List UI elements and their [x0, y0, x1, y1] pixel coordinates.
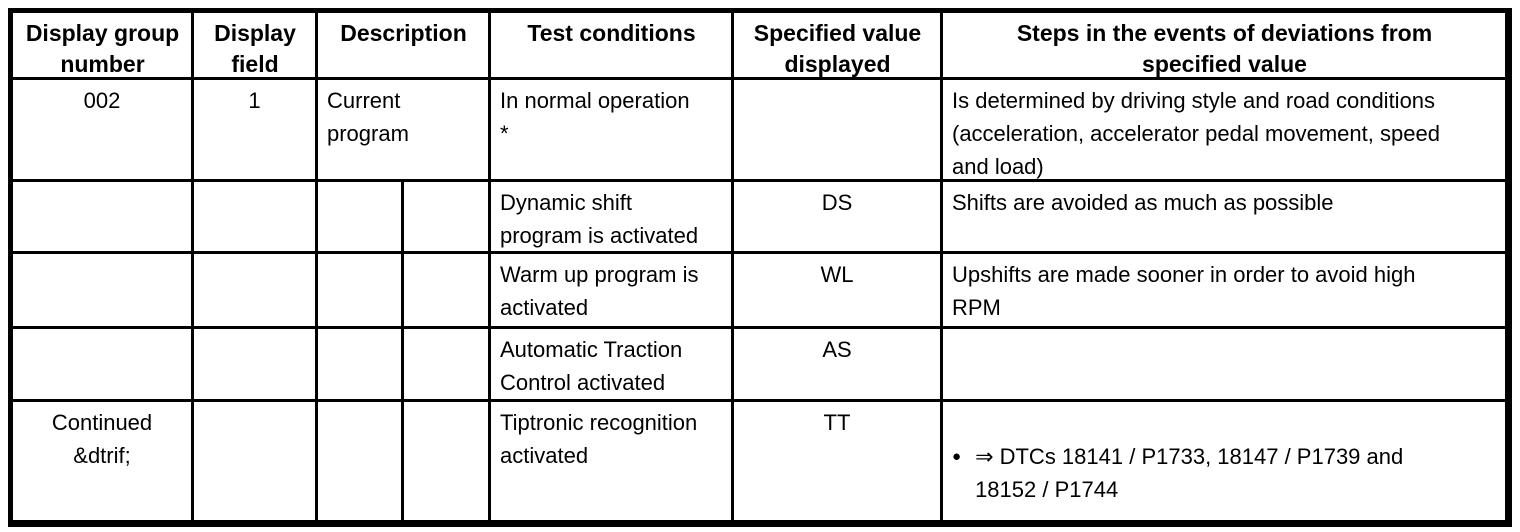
- col-header-description: Description: [318, 13, 491, 80]
- cell-deviation-steps: Is determined by driving style and road …: [943, 80, 1505, 182]
- cell-description: Current program: [318, 80, 491, 182]
- cell-display-field: 1: [194, 80, 318, 182]
- cell-description-right: [404, 329, 491, 402]
- col-header-display-group-number: Display group number: [13, 13, 194, 80]
- col-header-display-field: Display field: [194, 13, 318, 80]
- cell-deviation-steps: Upshifts are made sooner in order to avo…: [943, 254, 1505, 329]
- cell-display-field: [194, 402, 318, 520]
- cell-test-conditions: Automatic Traction Control activated: [491, 329, 734, 402]
- cell-test-conditions: Warm up program is activated: [491, 254, 734, 329]
- cell-specified-value: DS: [734, 182, 943, 254]
- cell-display-group-number: [13, 182, 194, 254]
- cell-description-right: [404, 182, 491, 254]
- cell-description-right: [404, 402, 491, 520]
- cell-specified-value: AS: [734, 329, 943, 402]
- cell-description-left: [318, 254, 404, 329]
- cell-test-conditions: Tiptronic recognition activated: [491, 402, 734, 520]
- deviation-dtc-reference: ⇒ DTCs 18141 / P1733, 18147 / P1739 and …: [975, 444, 1404, 502]
- cell-display-field: [194, 329, 318, 402]
- cell-deviation-steps: Shifts are avoided as much as possible: [943, 182, 1505, 254]
- cell-display-field: [194, 182, 318, 254]
- col-header-deviation-steps: Steps in the events of deviations from s…: [943, 13, 1505, 80]
- cell-display-group-number-continued: Continued &dtrif;: [13, 402, 194, 520]
- cell-description-left: [318, 329, 404, 402]
- cell-test-conditions: In normal operation *: [491, 80, 734, 182]
- cell-display-field: [194, 254, 318, 329]
- cell-specified-value: WL: [734, 254, 943, 329]
- cell-specified-value: [734, 80, 943, 182]
- cell-deviation-steps: ● ⇒ DTCs 18141 / P1733, 18147 / P1739 an…: [943, 402, 1505, 520]
- cell-specified-value: TT: [734, 402, 943, 520]
- cell-display-group-number: [13, 329, 194, 402]
- deviation-bullet-item: ● ⇒ DTCs 18141 / P1733, 18147 / P1739 an…: [952, 439, 1497, 506]
- cell-test-conditions: Dynamic shift program is activated: [491, 182, 734, 254]
- cell-display-group-number: [13, 254, 194, 329]
- bullet-icon: ●: [952, 448, 962, 465]
- display-group-spec-table: Display group number Display field Descr…: [8, 8, 1512, 527]
- col-header-test-conditions: Test conditions: [491, 13, 734, 80]
- col-header-specified-value: Specified value displayed: [734, 13, 943, 80]
- cell-description-left: [318, 402, 404, 520]
- cell-description-left: [318, 182, 404, 254]
- cell-description-right: [404, 254, 491, 329]
- cell-display-group-number: 002: [13, 80, 194, 182]
- cell-deviation-steps: [943, 329, 1505, 402]
